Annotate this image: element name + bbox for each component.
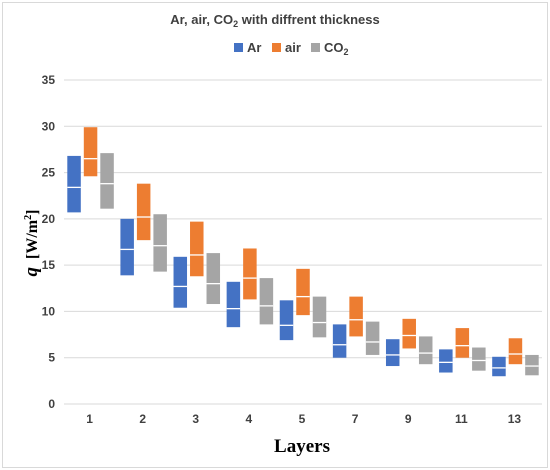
y-tick-label: 30 xyxy=(42,119,56,133)
legend-swatch xyxy=(272,43,281,52)
x-tick-label: 1 xyxy=(86,412,93,426)
y-axis-ticks: 0 5 10 15 20 25 30 35 xyxy=(42,73,56,411)
bar-co-2 xyxy=(153,214,167,272)
y-tick-label: 20 xyxy=(42,212,56,226)
bar-air-7 xyxy=(349,296,363,337)
bars xyxy=(67,127,539,377)
legend-item-air: air xyxy=(272,40,301,55)
bar-co-5 xyxy=(312,296,327,338)
bar-ar-3 xyxy=(173,256,188,308)
bar-co-11 xyxy=(472,347,486,371)
x-tick-label: 9 xyxy=(405,412,412,426)
bar-ar-7 xyxy=(332,324,347,358)
legend-label: air xyxy=(285,40,301,55)
bar-air-1 xyxy=(83,127,98,177)
legend-label: Ar xyxy=(247,40,261,55)
bar-ar-11 xyxy=(439,349,453,373)
y-tick-label: 10 xyxy=(42,304,56,318)
x-tick-label: 5 xyxy=(299,412,306,426)
legend-label: CO2 xyxy=(324,40,349,57)
x-tick-label: 4 xyxy=(246,412,253,426)
legend: Ar air CO2 xyxy=(234,40,349,57)
bar-air-11 xyxy=(455,328,470,358)
legend-swatch xyxy=(311,43,320,52)
bar-ar-13 xyxy=(492,356,506,377)
bar-ar-2 xyxy=(120,218,134,276)
bar-air-13 xyxy=(508,338,523,365)
bar-co-3 xyxy=(206,253,221,305)
bar-co-4 xyxy=(259,278,274,325)
bar-air-2 xyxy=(136,183,151,241)
x-axis-label: Layers xyxy=(274,436,330,457)
legend-swatch xyxy=(234,43,243,52)
bar-co-13 xyxy=(525,354,539,376)
y-tick-label: 35 xyxy=(42,73,56,87)
x-tick-label: 7 xyxy=(352,412,359,426)
y-tick-label: 5 xyxy=(48,351,55,365)
x-tick-label: 11 xyxy=(455,412,468,426)
y-tick-label: 25 xyxy=(42,166,56,180)
bar-ar-1 xyxy=(67,155,81,213)
y-axis-label: q [W/m2] xyxy=(21,210,42,277)
bar-co-9 xyxy=(418,336,433,365)
bar-ar-4 xyxy=(226,281,241,328)
legend-item-ar: Ar xyxy=(234,40,261,55)
bar-air-3 xyxy=(190,221,204,277)
y-tick-label: 15 xyxy=(42,258,56,272)
x-tick-label: 2 xyxy=(139,412,146,426)
bar-ar-9 xyxy=(385,339,400,367)
bar-air-4 xyxy=(243,248,257,300)
x-tick-label: 3 xyxy=(192,412,199,426)
y-tick-label: 0 xyxy=(48,397,55,411)
bar-co-1 xyxy=(100,153,114,209)
chart-title: Ar, air, CO2 with diffrent thickness xyxy=(170,12,379,29)
x-tick-label: 13 xyxy=(508,412,522,426)
bar-air-9 xyxy=(402,318,416,349)
bar-ar-5 xyxy=(279,300,294,341)
x-axis-ticks: 1 2 3 4 5 7 9 11 13 xyxy=(86,412,521,426)
bar-air-5 xyxy=(296,268,310,316)
gridlines xyxy=(64,79,542,405)
bar-co-7 xyxy=(365,321,380,355)
legend-item-co: CO2 xyxy=(311,40,349,57)
